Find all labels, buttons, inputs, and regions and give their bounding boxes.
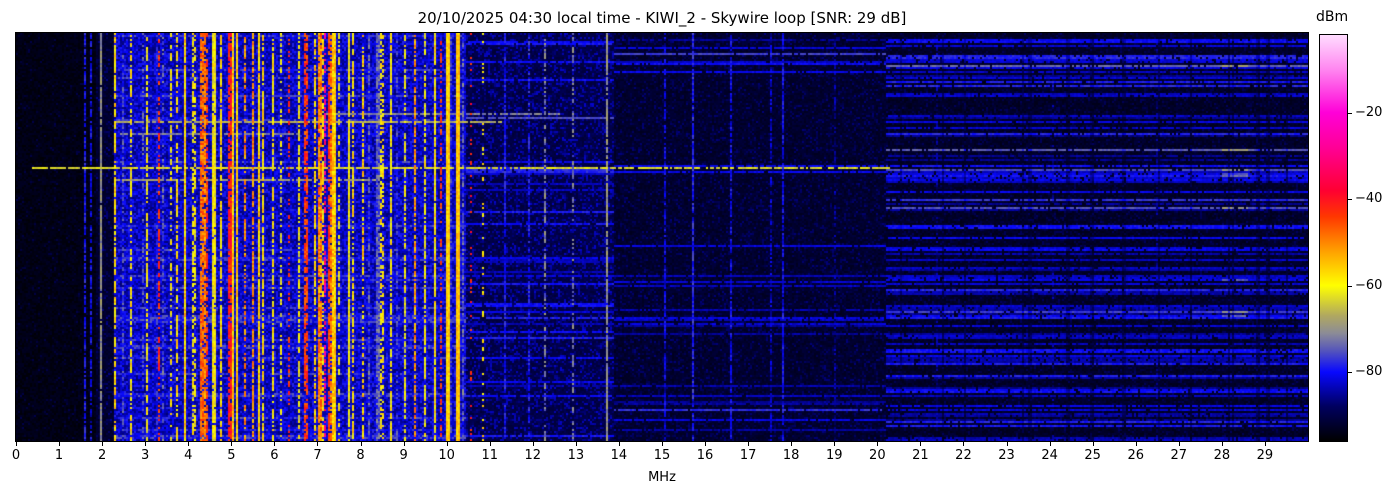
x-tick-mark xyxy=(317,442,319,446)
x-tick-label: 5 xyxy=(227,448,236,463)
x-tick-label: 24 xyxy=(1041,448,1058,463)
x-tick-mark xyxy=(59,442,61,446)
x-tick-label: 15 xyxy=(653,448,671,463)
x-tick-label: 8 xyxy=(356,448,365,463)
x-tick-mark xyxy=(1135,442,1137,446)
x-tick-label: 1 xyxy=(54,448,64,463)
x-tick-label: 13 xyxy=(567,448,585,463)
x-tick-label: 26 xyxy=(1127,448,1144,463)
x-tick-mark xyxy=(920,442,922,446)
x-tick-label: 18 xyxy=(782,448,800,463)
x-tick-mark xyxy=(102,442,104,446)
colorbar-tick-mark xyxy=(1348,371,1352,373)
x-tick-label: 29 xyxy=(1256,448,1274,463)
x-tick-label: 20 xyxy=(869,448,886,463)
x-tick-mark xyxy=(1092,442,1094,446)
x-tick-label: 4 xyxy=(184,448,193,463)
x-tick-label: 22 xyxy=(955,448,972,463)
x-tick-mark xyxy=(360,442,362,446)
x-tick-mark xyxy=(662,442,663,446)
x-tick-label: 6 xyxy=(270,448,279,463)
x-tick-label: 19 xyxy=(825,448,843,463)
colorbar-unit-label: dBm xyxy=(1316,9,1349,25)
x-tick-mark xyxy=(1006,442,1008,446)
colorbar-tick-label: −20 xyxy=(1355,104,1383,120)
colorbar-tick-label: −40 xyxy=(1355,191,1383,207)
page-title: 20/10/2025 04:30 local time - KIWI_2 - S… xyxy=(417,9,907,27)
x-tick-mark xyxy=(834,442,836,446)
colorbar-tick-mark xyxy=(1348,285,1352,287)
x-tick-mark xyxy=(188,442,190,446)
x-tick-label: 10 xyxy=(438,448,455,463)
x-tick-mark xyxy=(791,442,793,446)
x-tick-mark xyxy=(575,442,577,446)
x-tick-label: 2 xyxy=(97,448,107,463)
x-tick-label: 28 xyxy=(1213,448,1231,463)
x-tick-mark xyxy=(145,442,147,446)
x-tick-label: 25 xyxy=(1084,448,1101,463)
x-tick-label: 21 xyxy=(912,448,929,463)
x-tick-mark xyxy=(16,442,17,446)
x-tick-mark xyxy=(877,442,879,446)
x-tick-label: 14 xyxy=(610,448,628,463)
x-tick-mark xyxy=(1221,442,1223,446)
x-tick-label: 0 xyxy=(11,448,21,463)
x-tick-mark xyxy=(963,442,965,446)
x-tick-label: 23 xyxy=(998,448,1015,463)
colorbar-tick-mark xyxy=(1348,199,1352,201)
x-tick-mark xyxy=(274,442,276,446)
x-tick-label: 7 xyxy=(313,448,322,463)
x-tick-mark xyxy=(446,442,448,446)
x-tick-mark xyxy=(705,442,707,446)
x-tick-label: 27 xyxy=(1170,448,1188,463)
x-tick-mark xyxy=(532,442,534,446)
x-tick-label: 9 xyxy=(399,448,408,463)
x-tick-mark xyxy=(748,442,750,446)
x-axis-label: MHz xyxy=(648,470,676,485)
x-tick-mark xyxy=(489,442,491,446)
x-tick-mark xyxy=(1264,442,1266,446)
colorbar-gradient xyxy=(1320,35,1347,441)
x-tick-mark xyxy=(231,442,233,446)
x-tick-label: 11 xyxy=(481,448,498,463)
x-tick-label: 16 xyxy=(696,448,714,463)
waterfall-plot xyxy=(15,32,1309,442)
colorbar-tick-label: −60 xyxy=(1355,277,1383,293)
x-tick-mark xyxy=(1178,442,1180,446)
x-tick-label: 12 xyxy=(524,448,542,463)
colorbar xyxy=(1319,34,1348,442)
colorbar-tick-mark xyxy=(1348,112,1352,114)
x-tick-mark xyxy=(403,442,405,446)
waterfall-canvas xyxy=(16,33,1308,441)
x-tick-label: 17 xyxy=(739,448,757,463)
x-tick-mark xyxy=(1049,442,1051,446)
x-tick-label: 3 xyxy=(141,448,150,463)
x-tick-mark xyxy=(618,442,620,446)
colorbar-tick-label: −80 xyxy=(1355,364,1383,380)
